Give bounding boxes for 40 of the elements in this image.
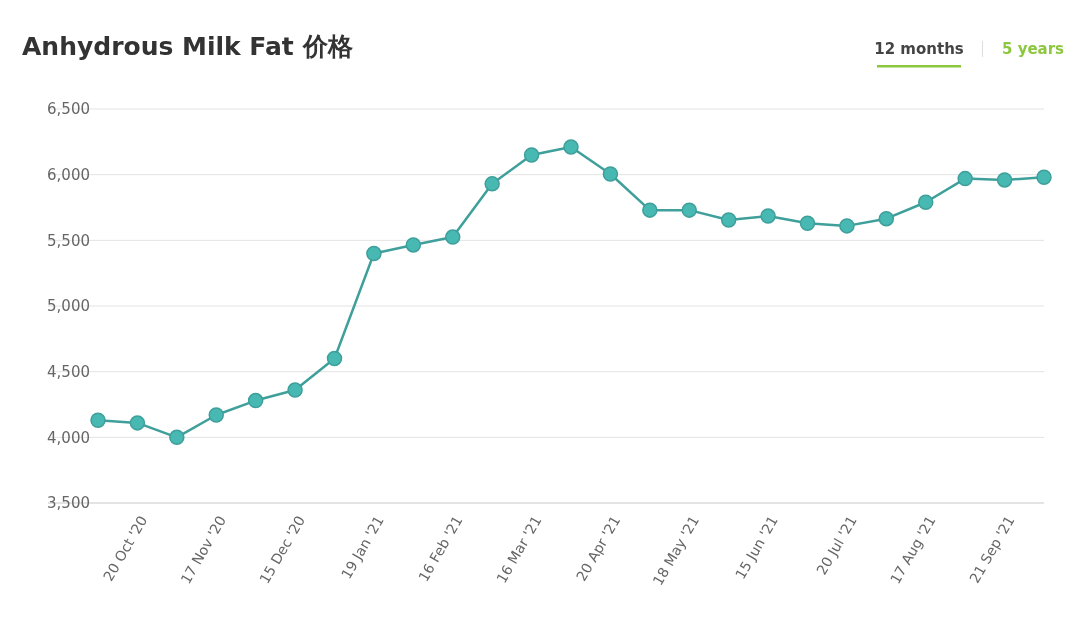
point bbox=[405, 237, 422, 253]
point bbox=[957, 170, 973, 187]
y-tick-label: 4,000 bbox=[47, 428, 90, 447]
point bbox=[642, 202, 658, 218]
point bbox=[129, 415, 146, 431]
point bbox=[90, 412, 106, 429]
x-tick-label: 15 Jun '21 bbox=[731, 512, 781, 582]
x-tick-label: 20 Jul '21 bbox=[813, 512, 860, 578]
x-tick-label: 19 Jan '21 bbox=[337, 512, 387, 582]
y-tick-label: 3,500 bbox=[47, 494, 90, 513]
point bbox=[1036, 169, 1052, 186]
point bbox=[839, 218, 855, 234]
point bbox=[366, 245, 382, 262]
y-tick-label: 6,500 bbox=[47, 100, 90, 119]
y-tick-label: 5,500 bbox=[47, 231, 90, 250]
chart-title: Anhydrous Milk Fat 价格 bbox=[22, 32, 353, 61]
y-tick-label: 6,000 bbox=[47, 165, 90, 184]
point bbox=[169, 429, 185, 446]
point bbox=[484, 176, 500, 192]
point bbox=[760, 208, 776, 224]
point bbox=[720, 212, 737, 228]
point bbox=[681, 202, 697, 218]
point bbox=[799, 215, 816, 232]
point bbox=[523, 147, 540, 163]
text: 12 months bbox=[874, 40, 964, 58]
point bbox=[918, 194, 934, 210]
x-tick-label: 16 Feb '21 bbox=[415, 512, 466, 585]
y-tick-label: 4,500 bbox=[47, 362, 90, 381]
point bbox=[878, 210, 895, 227]
point bbox=[326, 350, 343, 367]
text: 5 years bbox=[1001, 40, 1065, 58]
point bbox=[602, 166, 619, 182]
point bbox=[563, 139, 579, 155]
point bbox=[208, 407, 224, 423]
point bbox=[287, 382, 303, 398]
x-tick-label: 20 Oct '20 bbox=[100, 512, 151, 584]
point bbox=[445, 229, 461, 245]
point bbox=[996, 172, 1013, 188]
point bbox=[247, 392, 264, 409]
y-tick-label: 5,000 bbox=[47, 297, 90, 316]
